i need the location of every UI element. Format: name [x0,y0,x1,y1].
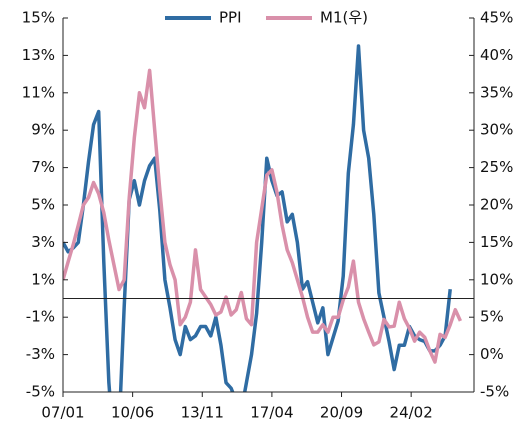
y-tick-label: 9% [31,121,55,139]
y2-tick-label: 10% [480,270,513,288]
y-tick-label: 7% [31,158,55,176]
y2-tick-label: 0% [480,345,504,363]
x-tick-label: 24/02 [390,404,433,422]
y-tick-label: -5% [26,383,55,401]
y-tick-label: -3% [26,345,55,363]
series-line [63,68,463,364]
y-tick-label: 15% [22,9,55,27]
y2-tick-label: 25% [480,158,513,176]
x-tick-label: 17/04 [250,404,293,422]
y-tick-label: 11% [22,83,55,101]
y2-tick-label: 35% [480,83,513,101]
y2-tick-label: 15% [480,233,513,251]
x-tick-label: 20/09 [320,404,363,422]
y-tick-label: -1% [26,308,55,326]
y-tick-label: 3% [31,233,55,251]
y-tick-label: 5% [31,196,55,214]
x-tick-label: 07/01 [41,404,84,422]
y2-tick-label: -5% [480,383,509,401]
y2-tick-label: 30% [480,121,513,139]
x-tick-label: 10/06 [111,404,154,422]
legend-label: PPI [219,9,242,27]
y2-tick-label: 40% [480,46,513,64]
plot-area [63,44,463,392]
legend-label: M1(우) [320,9,368,27]
y2-tick-label: 20% [480,196,513,214]
y-tick-label: 13% [22,46,55,64]
y-tick-label: 1% [31,270,55,288]
y2-tick-label: 5% [480,308,504,326]
y2-tick-label: 45% [480,9,513,27]
x-tick-label: 13/11 [181,404,224,422]
